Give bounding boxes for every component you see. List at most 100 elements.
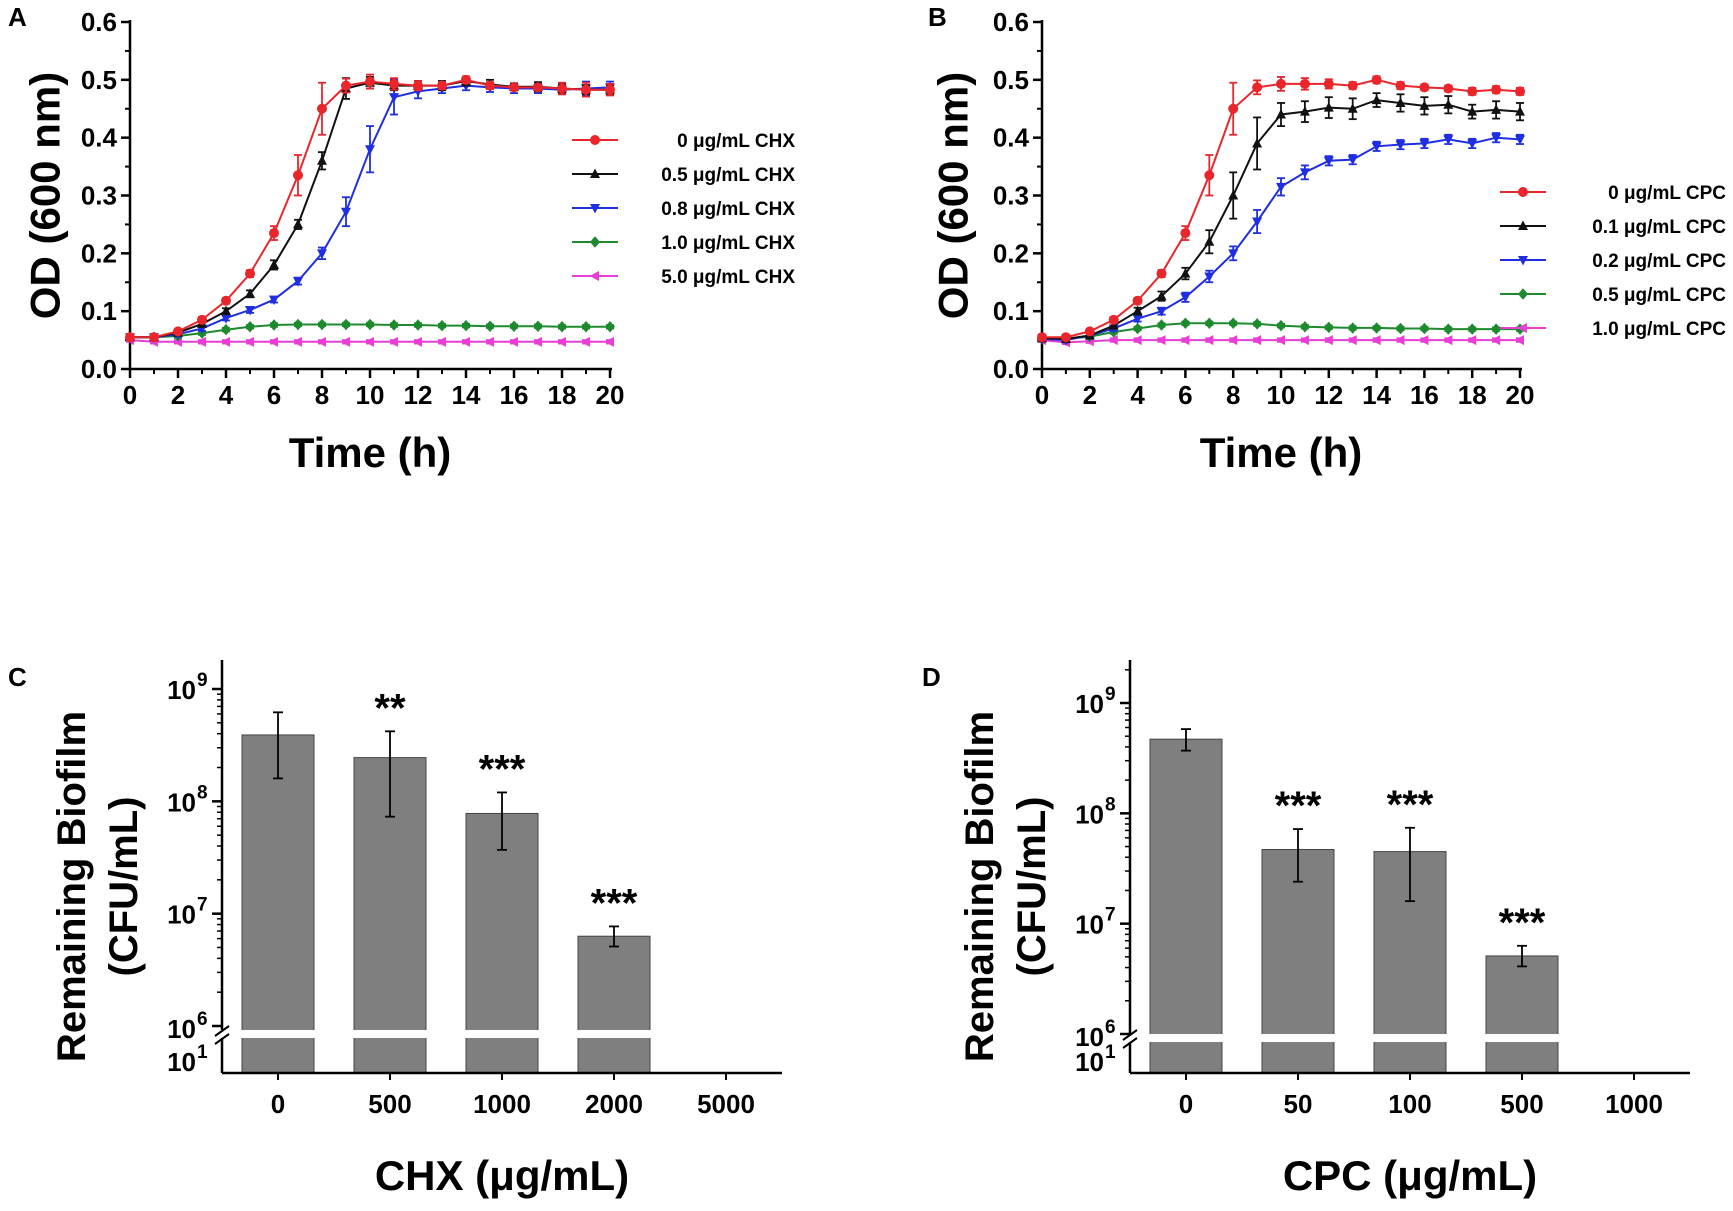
data-point-diamond [1299, 321, 1310, 333]
x-tick-label: 10 [356, 380, 385, 410]
data-point-circle [1108, 314, 1119, 325]
data-point-triangle-up [245, 288, 255, 298]
data-point-diamond [413, 319, 423, 331]
data-point-circle [1060, 332, 1071, 343]
data-point-triangle-left [1156, 335, 1166, 346]
data-point-triangle-up [1156, 290, 1167, 301]
y-axis-title: OD (600 nm) [930, 72, 977, 319]
data-point-circle [1132, 295, 1143, 306]
legend-label: 0 μg/mL CPC [1608, 183, 1726, 204]
data-point-triangle-up [1515, 106, 1525, 116]
data-point-triangle-down [1518, 256, 1528, 266]
series-0-g-ml-cpc [1037, 74, 1525, 343]
data-point-triangle-left [1299, 335, 1309, 346]
axis-break-mark [214, 1033, 230, 1045]
data-point-triangle-left [484, 336, 494, 347]
y-tick-label: 10 [1075, 689, 1104, 719]
data-point-diamond [581, 321, 591, 333]
y-tick-label: 10 [1075, 799, 1104, 829]
x-tick-label: 0 [1035, 380, 1049, 410]
data-point-triangle-left [244, 336, 254, 347]
series-0-g-ml-chx [125, 73, 615, 343]
data-point-triangle-left [1275, 335, 1285, 346]
data-point-triangle-down [317, 249, 327, 259]
panel-b-line-chart: B 0.0 0.1 0.2 0.3 0.4 0.5 0.6 0 2 4 6 8 10 12 14 16 18 20 T… [928, 2, 1726, 476]
y-tick-label: 0.6 [81, 7, 117, 37]
data-point-triangle-down [269, 295, 279, 306]
y-tick-exponent: 9 [1105, 684, 1116, 705]
x-tick-label: 500 [368, 1089, 411, 1119]
data-point-diamond [389, 319, 399, 331]
data-point-circle [485, 80, 495, 91]
x-axis-title: CPC (μg/mL) [1283, 1152, 1537, 1199]
data-point-triangle-down [1515, 135, 1525, 145]
data-point-circle [509, 82, 519, 93]
series-0.2-g-ml-cpc [1037, 132, 1525, 346]
series-0.5-g-ml-chx [125, 75, 615, 342]
data-point-diamond [1228, 317, 1239, 330]
x-tick-label: 2000 [585, 1089, 643, 1119]
y-tick-label: 10 [167, 787, 196, 817]
data-point-triangle-left [1466, 335, 1477, 346]
data-point-triangle-left [1418, 335, 1429, 346]
legend-label: 0 μg/mL CHX [677, 131, 795, 152]
y-tick-exponent: 9 [197, 670, 208, 691]
data-point-triangle-left [1514, 335, 1524, 346]
data-point-circle [413, 80, 423, 91]
data-point-circle [1228, 103, 1239, 114]
data-point-triangle-down [1323, 156, 1334, 167]
data-point-triangle-up [269, 259, 279, 269]
data-point-diamond [590, 236, 600, 248]
data-point-circle [1037, 332, 1047, 343]
data-point-triangle-left [1395, 335, 1405, 346]
panel-letter: B [928, 2, 947, 32]
legend-label: 0.8 μg/mL CHX [661, 199, 795, 220]
x-tick-label: 8 [315, 380, 329, 410]
data-point-triangle-left [436, 336, 446, 347]
y-tick-label: 0.6 [993, 7, 1029, 37]
data-point-triangle-up [1204, 236, 1215, 246]
data-point-triangle-up [1228, 190, 1239, 200]
axis-break-band [1116, 1034, 1690, 1042]
x-tick-label: 12 [404, 380, 433, 410]
legend-label: 1.0 μg/mL CHX [661, 233, 795, 254]
data-point-circle [1180, 228, 1191, 239]
x-tick-label: 0 [271, 1089, 285, 1119]
data-point-triangle-left [580, 336, 590, 347]
data-point-diamond [1419, 322, 1430, 335]
data-point-triangle-up [1518, 220, 1528, 230]
legend: 0 μg/mL CHX 0.5 μg/mL CHX 0.8 μg/mL CHX 1.0… [572, 131, 795, 288]
data-point-circle [1467, 86, 1478, 97]
data-point-diamond [1443, 323, 1454, 335]
axis-break-mark [214, 1025, 230, 1037]
data-point-triangle-up [1299, 106, 1310, 116]
data-point-triangle-left [364, 336, 374, 347]
y-tick-exponent: 6 [197, 1009, 208, 1030]
axis-break-mark [1122, 1037, 1138, 1049]
data-point-triangle-left [412, 336, 422, 347]
data-point-triangle-down [1228, 249, 1239, 259]
bar [465, 812, 539, 1074]
data-point-triangle-up [1443, 99, 1454, 109]
data-point-circle [245, 268, 255, 279]
data-point-circle [293, 170, 303, 181]
y-tick-exponent: 7 [1105, 905, 1116, 926]
series-line [130, 79, 610, 339]
data-point-triangle-down [1204, 272, 1215, 282]
data-point-triangle-up [293, 218, 303, 229]
x-tick-label: 1000 [1605, 1089, 1663, 1119]
data-point-circle [1395, 80, 1406, 91]
data-point-circle [1491, 84, 1502, 95]
data-point-diamond [1347, 322, 1358, 334]
y-tick-label: 0.5 [81, 65, 117, 95]
data-point-diamond [293, 318, 303, 331]
x-tick-label: 2 [171, 380, 185, 410]
data-point-diamond [1204, 317, 1215, 330]
y-tick-label: 10 [1075, 1047, 1104, 1077]
data-point-circle [1156, 268, 1167, 279]
x-tick-label: 12 [1314, 380, 1343, 410]
data-point-triangle-left [268, 336, 278, 347]
series-line [130, 78, 610, 339]
data-point-diamond [1371, 322, 1382, 334]
y-tick-label: 10 [167, 1047, 196, 1077]
